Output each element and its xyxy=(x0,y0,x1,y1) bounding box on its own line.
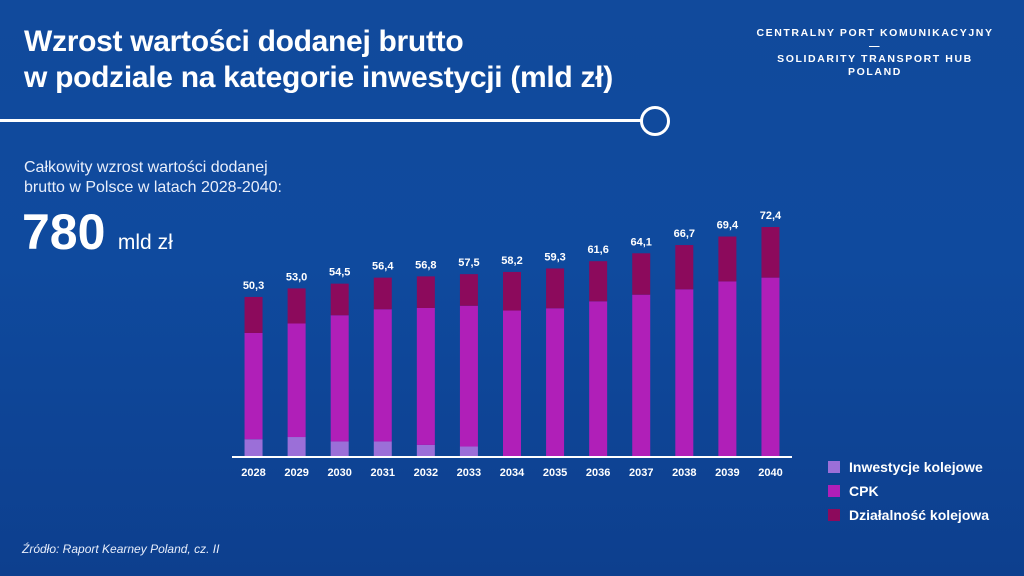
bar-segment-dzialalnosc-kolejowa-2034 xyxy=(503,271,521,311)
data-label-2030: 54,5 xyxy=(329,267,350,279)
bar-segment-dzialalnosc-kolejowa-2036 xyxy=(589,261,608,302)
bar-segment-cpk-2028 xyxy=(244,332,263,440)
bar-segment-dzialalnosc-kolejowa-2030 xyxy=(330,283,349,316)
legend-swatch-cpk xyxy=(828,485,840,497)
x-tick-label-2040: 2040 xyxy=(758,467,782,479)
legend-swatch-dzialalnosc-kolejowa xyxy=(828,509,840,521)
bar-segment-cpk-2030 xyxy=(330,315,349,442)
bar-segment-dzialalnosc-kolejowa-2031 xyxy=(373,277,392,310)
bar-segment-inwestycje-kolejowe-2033 xyxy=(459,446,478,456)
summary-subtitle-line1: Całkowity wzrost wartości dodanej xyxy=(24,159,268,176)
bar-segment-cpk-2036 xyxy=(589,301,608,456)
bar-segment-dzialalnosc-kolejowa-2040 xyxy=(761,227,780,278)
bar-segment-dzialalnosc-kolejowa-2038 xyxy=(675,245,694,290)
bar-segment-dzialalnosc-kolejowa-2037 xyxy=(632,253,651,295)
bar-segment-inwestycje-kolejowe-2032 xyxy=(416,444,435,456)
data-label-2035: 59,3 xyxy=(544,251,565,263)
summary-subtitle-line2: brutto w Polsce w latach 2028-2040: xyxy=(24,179,282,196)
brand-line3: POLAND xyxy=(848,66,902,78)
legend-label-cpk: CPK xyxy=(849,483,879,499)
x-tick-label-2039: 2039 xyxy=(715,467,739,479)
bar-segment-dzialalnosc-kolejowa-2032 xyxy=(416,276,435,308)
brand-line2: SOLIDARITY TRANSPORT HUB xyxy=(777,53,973,65)
bar-segment-inwestycje-kolejowe-2028 xyxy=(244,439,263,456)
legend-item-cpk: CPK xyxy=(828,479,989,503)
x-tick-label-2037: 2037 xyxy=(629,467,653,479)
bar-segment-cpk-2032 xyxy=(416,307,435,445)
data-label-2029: 53,0 xyxy=(286,271,307,283)
chart-legend: Inwestycje kolejowe CPK Działalność kole… xyxy=(828,455,989,527)
bar-segment-cpk-2034 xyxy=(503,310,521,456)
legend-swatch-inwestycje-kolejowe xyxy=(828,461,840,473)
data-label-2040: 72,4 xyxy=(760,210,782,222)
bar-segment-cpk-2039 xyxy=(718,281,737,456)
bar-segment-dzialalnosc-kolejowa-2039 xyxy=(718,236,737,282)
x-tick-label-2036: 2036 xyxy=(586,467,610,479)
x-tick-label-2031: 2031 xyxy=(371,467,395,479)
brand-block: CENTRALNY PORT KOMUNIKACYJNY — SOLIDARIT… xyxy=(740,27,1010,79)
header-divider xyxy=(0,119,641,122)
data-label-2032: 56,8 xyxy=(415,259,436,271)
x-tick-label-2035: 2035 xyxy=(543,467,567,479)
source-note: Źródło: Raport Kearney Poland, cz. II xyxy=(22,542,220,556)
data-label-2038: 66,7 xyxy=(674,228,695,240)
x-tick-label-2034: 2034 xyxy=(500,467,525,479)
bar-segment-dzialalnosc-kolejowa-2033 xyxy=(459,274,478,306)
summary-subtitle: Całkowity wzrost wartości dodanej brutto… xyxy=(24,158,282,198)
chart-title-line2: w podziale na kategorie inwestycji (mld … xyxy=(24,61,613,94)
bar-segment-dzialalnosc-kolejowa-2028 xyxy=(244,296,263,333)
bar-segment-cpk-2031 xyxy=(373,309,392,442)
x-tick-label-2029: 2029 xyxy=(284,467,308,479)
bar-segment-inwestycje-kolejowe-2031 xyxy=(373,441,392,456)
bar-segment-inwestycje-kolejowe-2029 xyxy=(287,437,306,456)
data-label-2031: 56,4 xyxy=(372,261,394,273)
bar-segment-dzialalnosc-kolejowa-2029 xyxy=(287,288,306,324)
bar-segment-cpk-2037 xyxy=(632,294,651,456)
x-tick-label-2030: 2030 xyxy=(327,467,351,479)
x-tick-label-2038: 2038 xyxy=(672,467,696,479)
bar-segment-inwestycje-kolejowe-2030 xyxy=(330,441,349,456)
divider-circle-icon xyxy=(640,106,670,136)
summary-total-value: 780 xyxy=(22,204,106,260)
legend-label-dzialalnosc-kolejowa: Działalność kolejowa xyxy=(849,507,990,523)
data-label-2033: 57,5 xyxy=(458,257,479,269)
chart-title: Wzrost wartości dodanej brutto w podzial… xyxy=(24,24,613,96)
bar-segment-cpk-2038 xyxy=(675,289,694,456)
data-label-2039: 69,4 xyxy=(717,220,739,232)
data-label-2037: 64,1 xyxy=(631,236,652,248)
bar-segment-cpk-2035 xyxy=(546,308,565,456)
bar-segment-cpk-2033 xyxy=(459,305,478,447)
summary-total: 780 mld zł xyxy=(22,203,173,261)
brand-line1: CENTRALNY PORT KOMUNIKACYJNY xyxy=(756,27,994,39)
legend-item-dzialalnosc-kolejowa: Działalność kolejowa xyxy=(828,503,989,527)
bar-segment-cpk-2040 xyxy=(761,277,780,456)
bar-segment-cpk-2029 xyxy=(287,323,306,438)
chart-title-line1: Wzrost wartości dodanej brutto xyxy=(24,25,464,58)
bar-segment-dzialalnosc-kolejowa-2035 xyxy=(546,268,565,309)
x-tick-label-2033: 2033 xyxy=(457,467,481,479)
x-tick-label-2032: 2032 xyxy=(414,467,438,479)
data-label-2028: 50,3 xyxy=(243,280,264,292)
legend-label-inwestycje-kolejowe: Inwestycje kolejowe xyxy=(849,459,983,475)
x-tick-label-2028: 2028 xyxy=(241,467,265,479)
brand-dash: — xyxy=(868,40,882,52)
data-label-2034: 58,2 xyxy=(501,255,522,267)
data-label-2036: 61,6 xyxy=(587,244,608,256)
legend-item-inwestycje-kolejowe: Inwestycje kolejowe xyxy=(828,455,989,479)
summary-total-unit: mld zł xyxy=(117,231,173,254)
